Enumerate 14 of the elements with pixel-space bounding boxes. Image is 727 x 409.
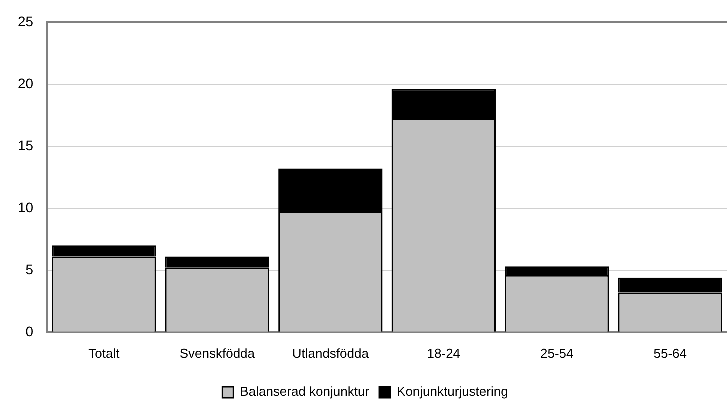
x-tick-label: 18-24 bbox=[427, 346, 461, 361]
x-tick-label: Totalt bbox=[88, 346, 120, 361]
y-tick-label: 15 bbox=[18, 137, 34, 154]
legend-label: Balanserad konjunktur bbox=[240, 384, 370, 400]
x-tick-label: Svenskfödda bbox=[180, 346, 256, 361]
y-tick-label: 25 bbox=[18, 13, 34, 30]
x-tick-label: Utlandsfödda bbox=[292, 346, 370, 361]
y-tick-label: 20 bbox=[18, 75, 34, 92]
x-tick-label: 55-64 bbox=[654, 346, 688, 361]
y-tick-label: 10 bbox=[18, 199, 34, 216]
x-tick-label: 25-54 bbox=[540, 346, 574, 361]
y-tick-label: 5 bbox=[26, 261, 34, 278]
y-tick-label: 0 bbox=[26, 323, 34, 340]
legend-label: Konjunkturjustering bbox=[397, 384, 508, 400]
